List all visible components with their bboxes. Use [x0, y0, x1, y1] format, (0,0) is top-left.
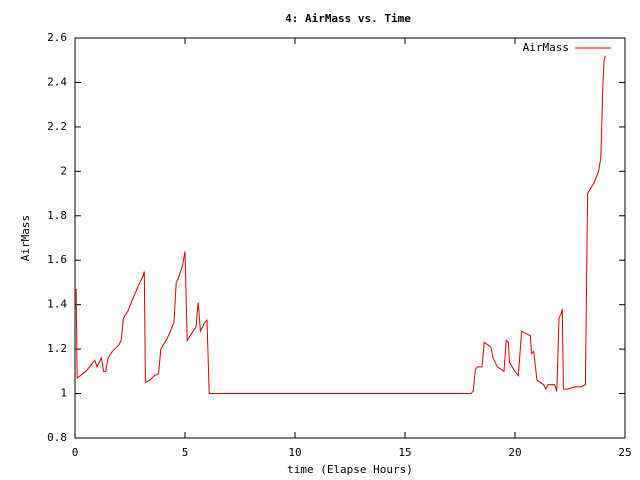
chart-title: 4: AirMass vs. Time	[285, 12, 411, 25]
x-tick-label: 0	[72, 446, 79, 459]
x-axis-label: time (Elapse Hours)	[287, 463, 413, 476]
y-tick-label: 0.8	[47, 431, 67, 444]
y-tick-label: 2.6	[47, 31, 67, 44]
y-tick-label: 1	[60, 387, 67, 400]
x-tick-label: 15	[398, 446, 411, 459]
y-tick-label: 1.8	[47, 209, 67, 222]
x-tick-label: 20	[508, 446, 521, 459]
y-tick-label: 2.4	[47, 75, 67, 88]
y-tick-label: 1.4	[47, 298, 67, 311]
y-tick-label: 2	[60, 164, 67, 177]
x-tick-label: 5	[182, 446, 189, 459]
x-tick-label: 10	[288, 446, 301, 459]
y-axis-label: AirMass	[19, 215, 32, 261]
x-tick-label: 25	[618, 446, 631, 459]
y-tick-label: 1.2	[47, 342, 67, 355]
plot-border	[74, 37, 626, 439]
legend-label: AirMass	[523, 41, 569, 54]
y-tick-label: 2.2	[47, 120, 67, 133]
y-tick-label: 1.6	[47, 253, 67, 266]
data-line	[74, 55, 606, 395]
